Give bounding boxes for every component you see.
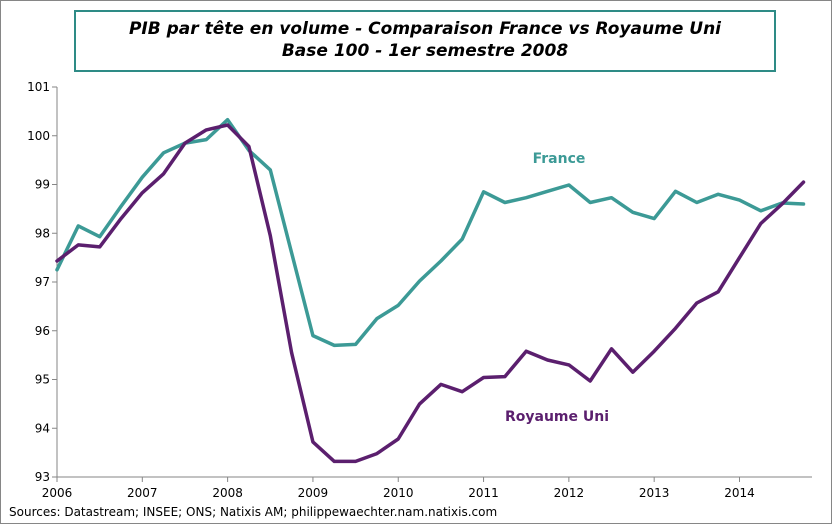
x-tick-label: 2008 [212,486,243,500]
y-tick-label: 96 [35,324,50,338]
x-tick-label: 2006 [42,486,73,500]
series-label-france: France [533,151,586,167]
x-tick-label: 2009 [298,486,329,500]
series-line-royaume-uni [55,123,806,464]
series-line-france [55,117,806,348]
chart-subtitle: Base 100 - 1er semestre 2008 [281,41,569,61]
y-tick-label: 100 [27,129,50,143]
x-tick-label: 2014 [724,486,755,500]
chart-title: PIB par tête en volume - Comparaison Fra… [128,19,722,39]
source-note: Sources: Datastream; INSEE; ONS; Natixis… [9,505,498,519]
series-label-royaume-uni: Royaume Uni [505,409,609,425]
chart-title-box: PIB par tête en volume - Comparaison Fra… [74,10,776,72]
x-tick-label: 2007 [127,486,158,500]
y-tick-label: 94 [35,421,50,435]
x-axis-ticks: 2006 2007 2008 2009 2010 2011 2012 2013 2014 [42,477,755,500]
x-tick-label: 2012 [554,486,585,500]
y-tick-label: 97 [35,275,50,289]
y-tick-label: 99 [35,178,50,192]
y-tick-label: 95 [35,373,50,387]
x-tick-label: 2010 [383,486,414,500]
x-tick-label: 2011 [468,486,499,500]
y-tick-label: 98 [35,226,50,240]
y-axis-ticks: 93 94 95 96 97 98 99 100 101 [27,80,57,484]
series-lines [55,117,806,464]
y-tick-label: 101 [27,80,50,94]
x-tick-label: 2013 [639,486,670,500]
y-tick-label: 93 [35,470,50,484]
axes [56,87,812,478]
